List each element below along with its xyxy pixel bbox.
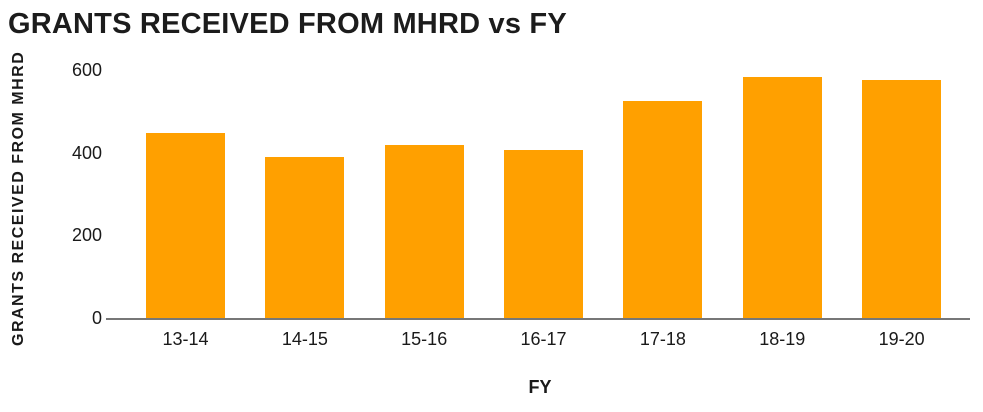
bar-17-18: [623, 101, 703, 318]
bar-14-15: [265, 157, 345, 318]
y-tick-label: 0: [91, 308, 102, 328]
bar-16-17: [504, 150, 584, 318]
bar-19-20: [862, 80, 942, 318]
x-tick-label: 18-19: [759, 329, 806, 349]
x-axis-title: FY: [528, 377, 552, 397]
x-tick-label: 14-15: [281, 329, 328, 349]
bar-18-19: [742, 77, 822, 318]
bar-13-14: [146, 133, 225, 318]
plot-area: [106, 70, 970, 320]
y-tick-label: 400: [71, 142, 102, 163]
x-tick-label: 15-16: [401, 329, 448, 349]
chart-title: GRANTS RECEIVED FROM MHRD vs FY: [8, 8, 567, 40]
x-tick-label: 16-17: [520, 329, 567, 349]
y-tick-label: 600: [71, 60, 102, 80]
x-tick-label: 13-14: [162, 329, 209, 349]
bar-15-16: [384, 145, 464, 318]
x-tick-label: 19-20: [878, 329, 925, 349]
x-tick-label: 17-18: [639, 329, 686, 349]
y-tick-label: 200: [71, 225, 102, 246]
y-axis-title: GRANTS RECEIVED FROM MHRD: [10, 50, 27, 346]
